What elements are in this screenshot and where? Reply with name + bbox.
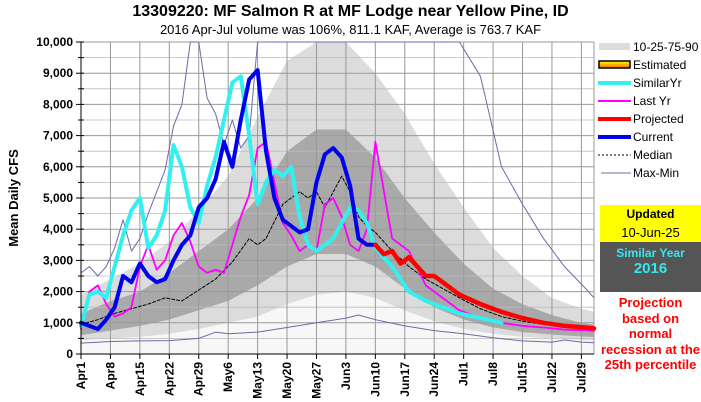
legend-label: Current: [633, 130, 674, 144]
x-tick-label: May6: [221, 362, 235, 392]
legend-item-similaryr: SimilarYr: [598, 74, 701, 92]
y-tick-label: 10,000: [36, 35, 73, 49]
legend-item-bands: 10-25-75-90: [598, 38, 701, 56]
legend-item-estimated: Estimated: [598, 56, 701, 74]
legend: 10-25-75-90 Estimated SimilarYr Last Yr …: [598, 38, 701, 182]
band-10-25: [81, 254, 594, 341]
legend-label: Projected: [633, 112, 684, 126]
legend-label: Median: [633, 148, 673, 162]
x-tick-label: Jun17: [398, 362, 412, 397]
x-tick-label: Apr29: [192, 362, 206, 396]
band-75-90: [81, 42, 594, 325]
maxmin-line-icon: [598, 167, 631, 179]
legend-label: 10-25-75-90: [633, 40, 699, 54]
y-tick-label: 4,000: [43, 222, 73, 236]
legend-item-maxmin: Max-Min: [598, 164, 701, 182]
legend-label: Max-Min: [633, 166, 680, 180]
similar-year-title: Similar Year: [616, 246, 685, 260]
x-tick-label: Jun24: [427, 362, 441, 397]
series-min: [80, 314, 595, 344]
y-tick-label: 3,000: [43, 253, 73, 267]
lastyr-line-icon: [598, 95, 631, 107]
x-tick-label: Jun10: [368, 362, 382, 397]
x-tick-label: Apr8: [103, 362, 117, 390]
y-axis-label: Mean Daily CFS: [6, 149, 21, 247]
projected-line-icon: [598, 113, 631, 125]
x-tick-label: Jul8: [486, 362, 500, 386]
series-current: [79, 68, 378, 332]
y-tick-label: 6,000: [43, 160, 73, 174]
x-tick-label: Jul29: [574, 362, 588, 393]
x-tick-label: May13: [251, 362, 265, 399]
y-tick-label: 9,000: [43, 66, 73, 80]
x-tick-label: May20: [280, 362, 294, 399]
legend-item-current: Current: [598, 128, 701, 146]
legend-label: Last Yr: [633, 94, 671, 108]
y-tick-label: 5,000: [43, 191, 73, 205]
y-tick-label: 8,000: [43, 97, 73, 111]
updated-panel: Updated 10-Jun-25 Similar Year 2016: [600, 205, 701, 292]
chart-title: 13309220: MF Salmon R at MF Lodge near Y…: [132, 3, 569, 20]
x-tick-label: May27: [309, 362, 323, 399]
x-tick-label: Apr15: [133, 362, 147, 396]
x-tick-label: Apr22: [162, 362, 176, 396]
series-projected: [373, 242, 597, 331]
y-tick-label: 2,000: [43, 285, 73, 299]
y-tick-label: 7,000: [43, 129, 73, 143]
current-line-icon: [598, 131, 631, 143]
legend-label: SimilarYr: [633, 76, 682, 90]
legend-item-projected: Projected: [598, 110, 701, 128]
similaryr-line-icon: [598, 77, 631, 89]
similar-year-panel: Similar Year 2016: [600, 242, 701, 292]
legend-item-median: Median: [598, 146, 701, 164]
x-tick-label: Jul22: [545, 362, 559, 393]
axes: 0 1,000 2,000 3,000 4,000 5,000 6,000 7,000 8,00…: [36, 35, 594, 399]
updated-title: Updated: [600, 205, 701, 223]
projection-note: Projection based on normal recession at …: [601, 295, 700, 372]
x-tick-label: Jun3: [339, 362, 353, 390]
gridlines: [80, 41, 595, 355]
x-tick-label: Jul1: [457, 362, 471, 386]
x-tick-label: Apr1: [74, 362, 88, 390]
similar-year-value: 2016: [633, 260, 668, 277]
estimated-swatch-icon: [598, 59, 631, 71]
bands-swatch-icon: [598, 41, 631, 53]
updated-date: 10-Jun-25: [600, 223, 701, 242]
y-tick-label: 0: [66, 347, 73, 361]
legend-item-lastyr: Last Yr: [598, 92, 701, 110]
series-lines: [79, 41, 597, 344]
chart-subtitle: 2016 Apr-Jul volume was 106%, 811.1 KAF,…: [159, 22, 542, 37]
x-tick-label: Jul15: [516, 362, 530, 393]
y-tick-label: 1,000: [43, 316, 73, 330]
median-line-icon: [598, 149, 631, 161]
legend-label: Estimated: [633, 58, 687, 72]
